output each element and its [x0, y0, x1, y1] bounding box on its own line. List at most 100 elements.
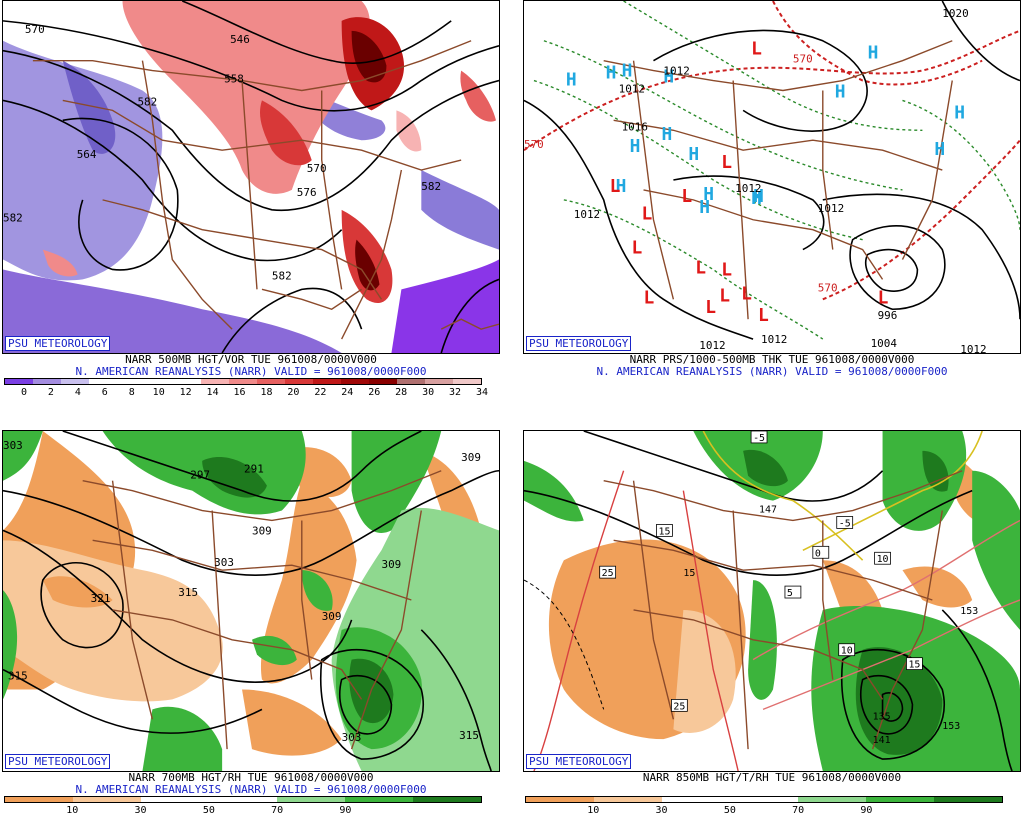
panel-700mb-hgt-rh: 303 297 291 309 303 309 315 321 315 309 …	[0, 418, 502, 818]
colorbar-swatch	[73, 797, 141, 802]
colorbar-tick-label: 12	[179, 387, 192, 398]
colorbar-swatch	[229, 379, 257, 384]
colorbar-tick-label: 30	[655, 805, 668, 816]
colorbar	[4, 796, 482, 803]
colorbar-swatch	[201, 379, 229, 384]
contour-label: 297	[190, 469, 210, 482]
temperature-label: 10	[877, 554, 889, 565]
colorbar-swatch	[117, 379, 145, 384]
colorbar-tick-label: 20	[287, 387, 300, 398]
colorbar-swatch	[89, 379, 117, 384]
colorbar-swatch	[526, 797, 594, 802]
vorticity-map: 546 558 570 582 582 564 570 576 582 582	[2, 0, 500, 354]
contour-label: 1012	[663, 65, 689, 78]
contour-label: 315	[8, 670, 28, 683]
psu-meteorology-badge: PSU METEOROLOGY	[5, 336, 111, 351]
psu-meteorology-badge: PSU METEOROLOGY	[526, 754, 632, 769]
colorbar-ticks: 10 30 50 70 90	[525, 805, 1003, 817]
low-pressure-marker: L	[695, 257, 706, 278]
contour-label: 321	[91, 592, 111, 605]
temperature-label: 5	[787, 588, 793, 599]
high-pressure-marker: H	[835, 81, 846, 102]
thickness-label: 570	[793, 53, 813, 66]
high-pressure-marker: H	[934, 139, 945, 160]
contour-label: 546	[230, 33, 250, 46]
temperature-humidity-map-graphic: -5 -5 147 15 15 25 25 153 0 5 10	[524, 431, 1020, 771]
contour-label: 147	[759, 505, 777, 516]
contour-label: 303	[342, 731, 362, 744]
colorbar-tick-label: 50	[202, 805, 215, 816]
colorbar-tick-label: 10	[152, 387, 165, 398]
temperature-label: 0	[815, 548, 821, 559]
colorbar-tick-label: 26	[368, 387, 381, 398]
contour-label: 570	[307, 162, 327, 175]
high-pressure-marker: H	[688, 144, 699, 165]
panel-subtitle: N. AMERICAN REANALYSIS (NARR) VALID = 96…	[596, 365, 948, 378]
contour-label: 996	[878, 309, 898, 322]
psu-meteorology-badge: PSU METEOROLOGY	[526, 336, 632, 351]
panel-title: NARR 700MB HGT/RH TUE 961008/0000V000	[128, 771, 374, 784]
thickness-label: 570	[524, 138, 544, 151]
contour-label: 582	[272, 269, 292, 282]
colorbar-swatch	[662, 797, 730, 802]
colorbar-swatch	[730, 797, 798, 802]
panel-500mb-hgt-vor: 546 558 570 582 582 564 570 576 582 582 …	[0, 0, 502, 400]
humidity-map: 303 297 291 309 303 309 315 321 315 309 …	[2, 430, 500, 772]
colorbar-tick-label: 2	[47, 387, 54, 398]
colorbar-swatch	[425, 379, 453, 384]
high-pressure-marker: H	[751, 188, 762, 209]
contour-label: 582	[3, 212, 23, 225]
contour-label: 1012	[761, 333, 787, 346]
temperature-label: 15	[908, 660, 920, 671]
high-pressure-marker: H	[630, 136, 641, 157]
colorbar-ticks: 0 2 4 6 8 10 12 14 16 18 20 22 24 26 28 30 32 34	[4, 387, 488, 399]
colorbar-swatch	[277, 797, 345, 802]
high-pressure-marker: H	[606, 63, 617, 84]
panel-subtitle: N. AMERICAN REANALYSIS (NARR) VALID = 96…	[75, 783, 427, 796]
colorbar-tick-label: 24	[341, 387, 354, 398]
low-pressure-marker: L	[751, 39, 762, 60]
contour-label: 582	[421, 180, 441, 193]
high-pressure-marker: H	[661, 124, 672, 145]
contour-label: 1016	[622, 120, 648, 133]
panel-title: NARR 850MB HGT/T/RH TUE 961008/0000V000	[642, 771, 902, 784]
colorbar-tick-label: 10	[66, 805, 79, 816]
contour-label: 1012	[735, 182, 761, 195]
high-pressure-marker: H	[954, 102, 965, 123]
contour-label: 1004	[871, 337, 898, 350]
colorbar-tick-label: 90	[860, 805, 873, 816]
low-pressure-marker: L	[644, 287, 655, 308]
colorbar-tick-label: 34	[475, 387, 489, 398]
colorbar-swatch	[313, 379, 341, 384]
temperature-humidity-map: -5 -5 147 15 15 25 25 153 0 5 10	[523, 430, 1021, 772]
colorbar-swatch	[141, 797, 209, 802]
pressure-map: H H H H H H H H H H H H H H H H L L L	[523, 0, 1021, 354]
low-pressure-marker: L	[741, 283, 752, 304]
contour-label: 582	[137, 95, 157, 108]
colorbar-tick-label: 16	[233, 387, 246, 398]
colorbar-tick-label: 4	[74, 387, 81, 398]
colorbar-swatch	[397, 379, 425, 384]
low-pressure-marker: L	[721, 259, 732, 280]
low-pressure-marker: L	[642, 204, 653, 225]
contour-label: 309	[461, 451, 481, 464]
low-pressure-marker: L	[632, 238, 643, 259]
colorbar-swatch	[5, 797, 73, 802]
colorbar	[525, 796, 1003, 803]
colorbar-swatch	[173, 379, 201, 384]
contour-label: 564	[77, 148, 97, 161]
temperature-label: 25	[602, 568, 614, 579]
colorbar-swatch	[5, 379, 33, 384]
colorbar-swatch	[934, 797, 1002, 802]
temperature-label: 25	[673, 701, 685, 712]
contour-label: 576	[297, 186, 317, 199]
colorbar-swatch	[798, 797, 866, 802]
colorbar-swatch	[341, 379, 369, 384]
colorbar-tick-label: 30	[134, 805, 147, 816]
colorbar-tick-label: 22	[314, 387, 327, 398]
colorbar-swatch	[257, 379, 285, 384]
temperature-label: 15	[683, 568, 695, 579]
high-pressure-marker: H	[622, 61, 633, 82]
colorbar-tick-label: 8	[128, 387, 135, 398]
temperature-label: 15	[658, 526, 670, 537]
